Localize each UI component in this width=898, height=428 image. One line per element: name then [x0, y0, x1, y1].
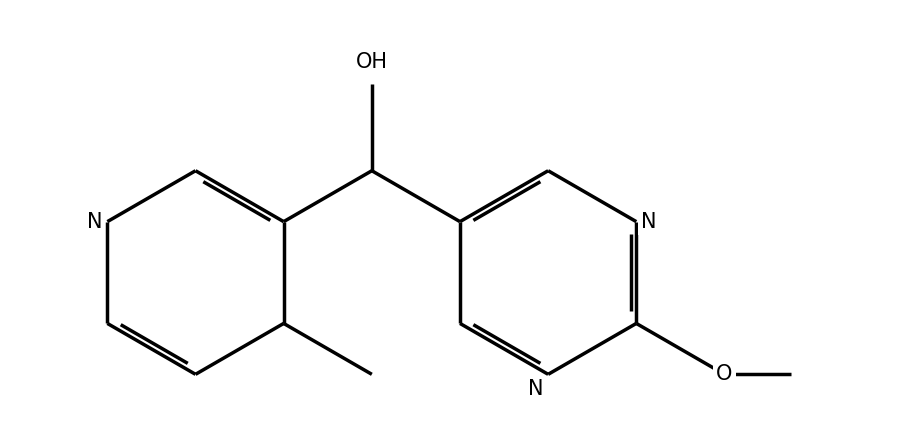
Text: N: N — [527, 379, 543, 399]
Text: OH: OH — [356, 52, 388, 72]
Text: O: O — [717, 364, 733, 384]
Text: N: N — [87, 211, 102, 232]
Text: N: N — [641, 211, 657, 232]
